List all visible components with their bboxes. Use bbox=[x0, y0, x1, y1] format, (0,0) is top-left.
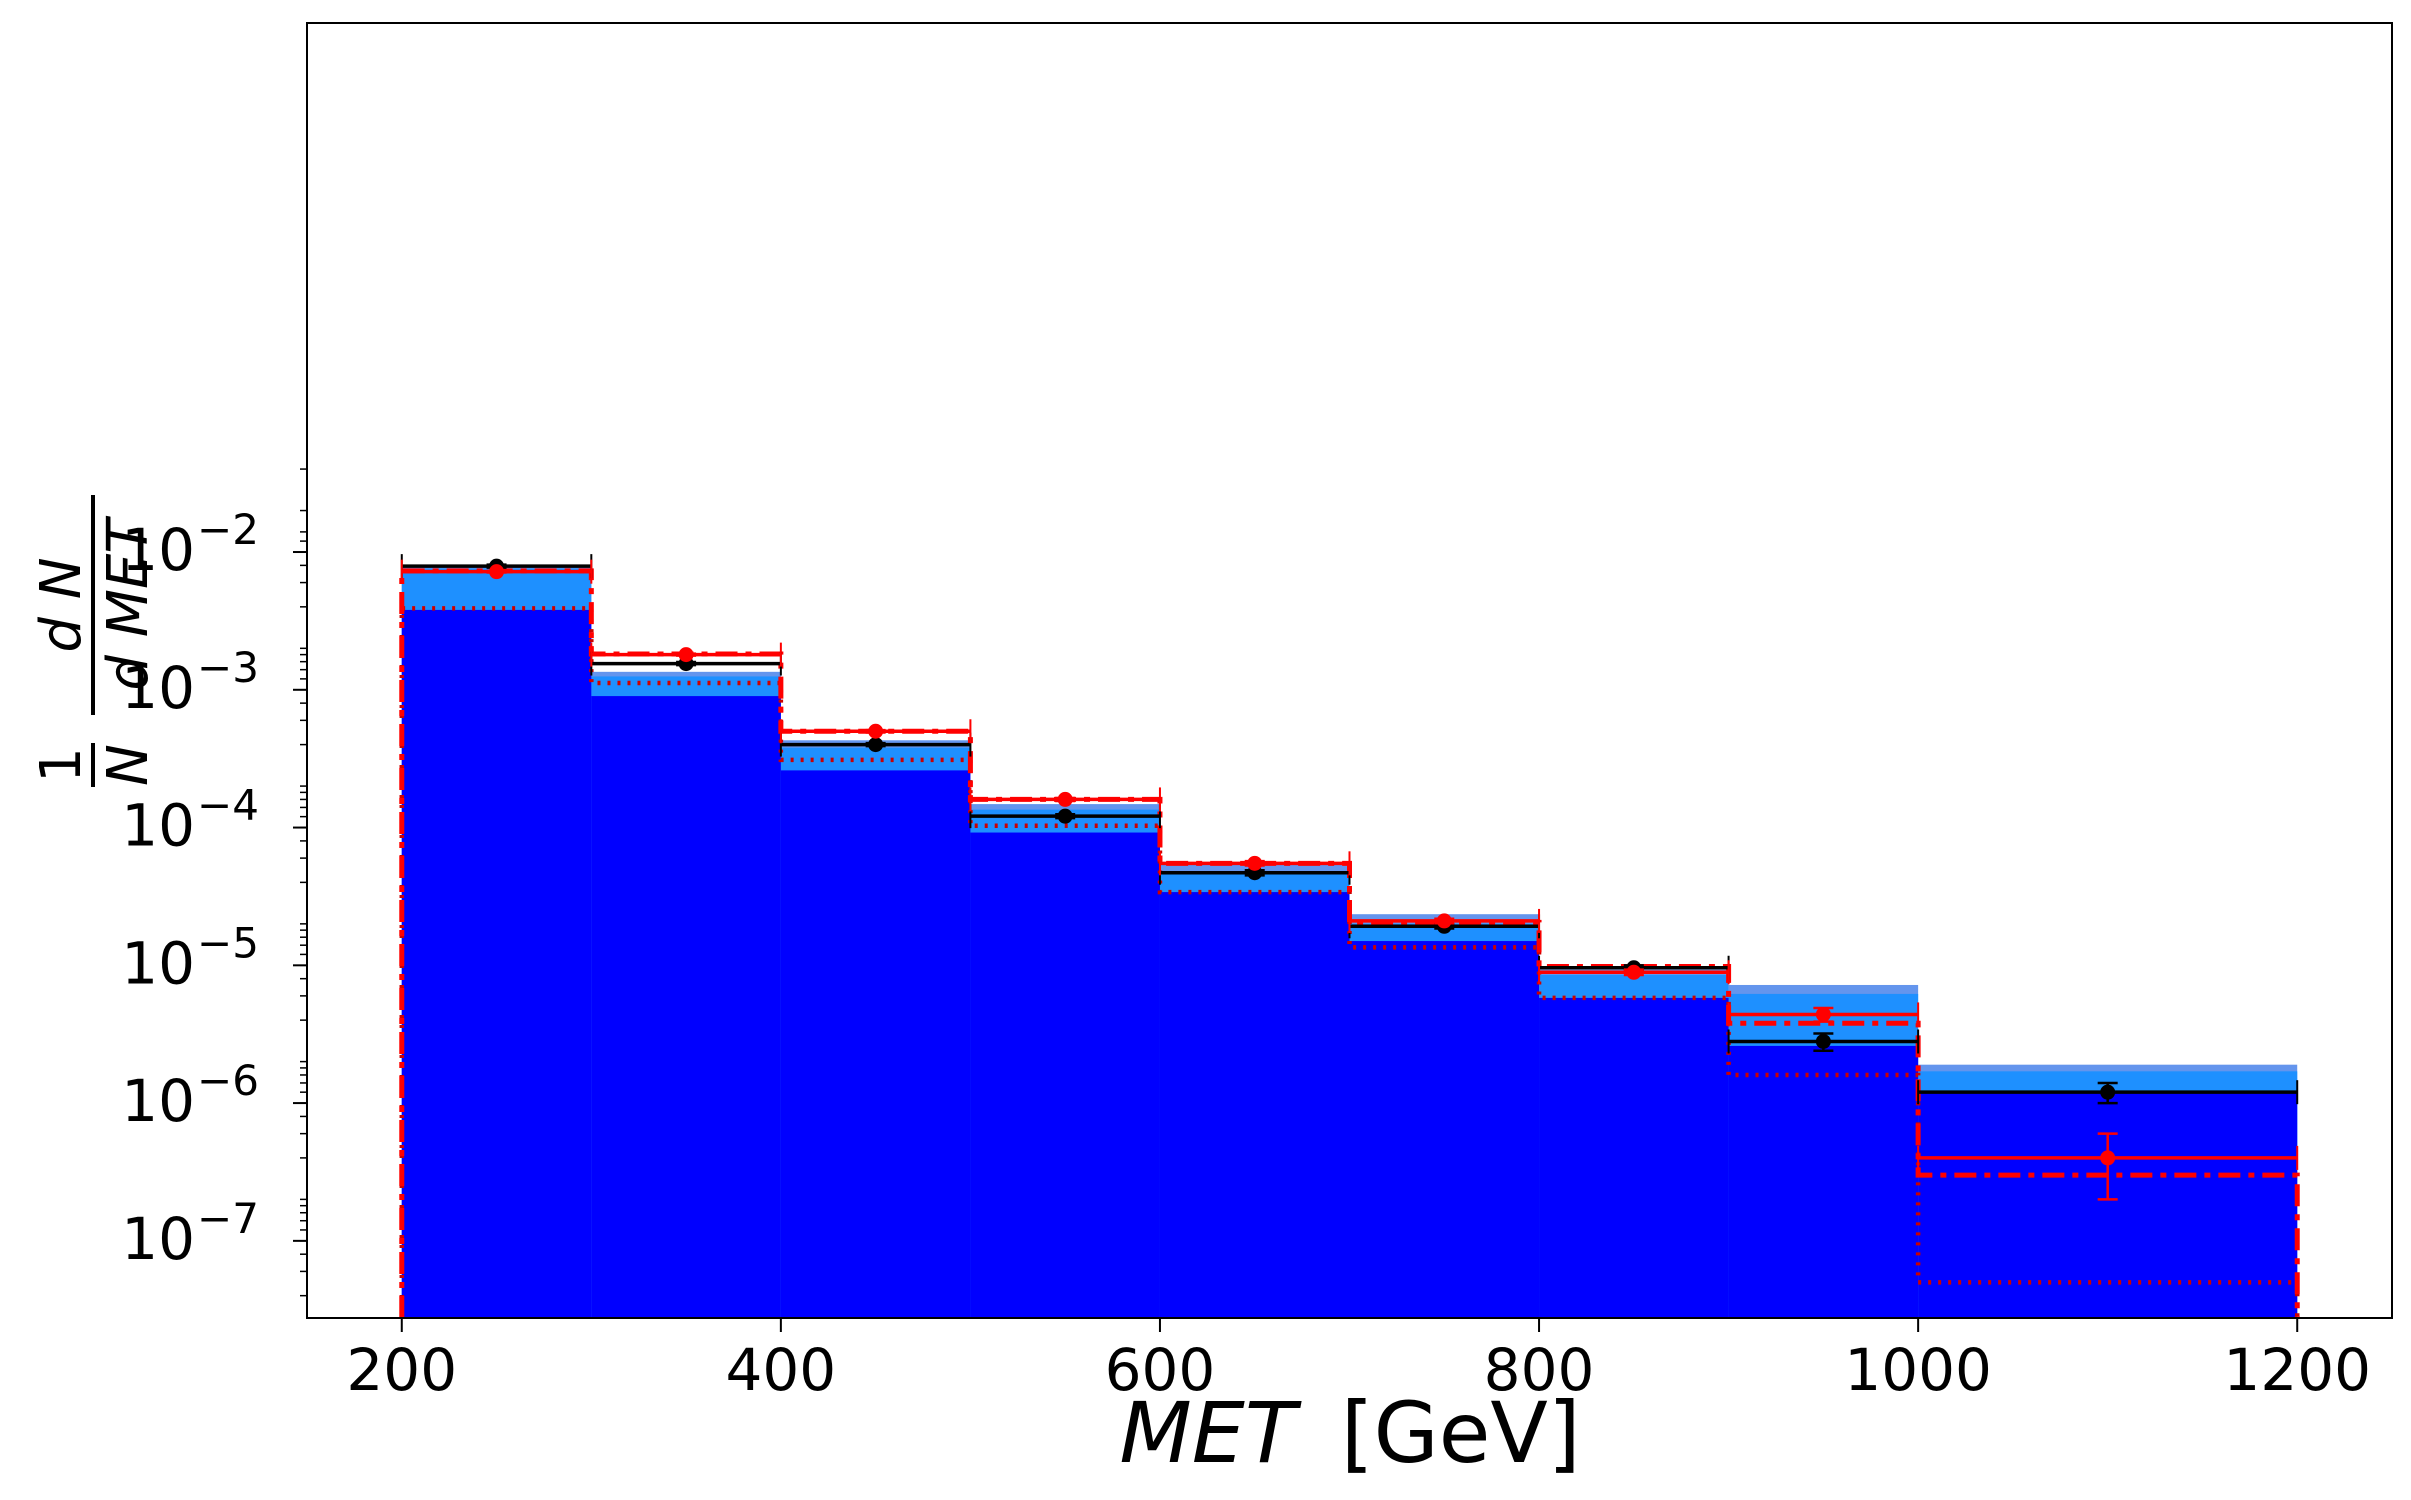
red-point-6 bbox=[1626, 964, 1642, 980]
y-tick-exp--7: −7 bbox=[197, 1194, 259, 1243]
y-label-dN: d N bbox=[29, 557, 94, 652]
y-tick-label--2: 10 bbox=[121, 516, 195, 584]
y-tick-label--3: 10 bbox=[121, 654, 195, 722]
black-point-8 bbox=[2100, 1084, 2116, 1100]
x-tick-label-1200: 1200 bbox=[2223, 1336, 2371, 1404]
black-point-7 bbox=[1815, 1033, 1831, 1049]
x-axis-label-unit: [GeV] bbox=[1341, 1384, 1581, 1482]
x-axis-label: MET [GeV] bbox=[1119, 1384, 1580, 1482]
red-point-1 bbox=[678, 647, 694, 663]
y-label-one: 1 bbox=[29, 747, 94, 783]
plot-area bbox=[399, 554, 2300, 1318]
red-point-3 bbox=[1057, 791, 1073, 807]
x-axis-label-var: MET bbox=[1119, 1384, 1302, 1482]
y-axis-label: 1 N d N d MET bbox=[25, 475, 225, 787]
y-tick-exp--6: −6 bbox=[197, 1056, 259, 1105]
y-label-dMET: d MET bbox=[96, 516, 161, 691]
red-point-4 bbox=[1247, 855, 1263, 871]
red-dotted-step bbox=[399, 606, 2300, 1318]
axis-layer: 200 400 600 800 1000 120010−210−310−410−510−6… bbox=[121, 468, 2371, 1404]
red-point-8 bbox=[2100, 1150, 2116, 1166]
red-point-7 bbox=[1815, 1006, 1831, 1022]
black-point-3 bbox=[1057, 808, 1073, 824]
black-point-2 bbox=[868, 737, 884, 753]
blue-fill-bar-6 bbox=[1539, 997, 1729, 1318]
red-point-2 bbox=[868, 723, 884, 739]
y-tick-label--6: 10 bbox=[121, 1067, 195, 1135]
y-tick-label--7: 10 bbox=[121, 1205, 195, 1273]
blue-fill-bar-2 bbox=[780, 770, 971, 1318]
blue-fill-bar-3 bbox=[970, 832, 1160, 1318]
blue-fill-bar-5 bbox=[1349, 941, 1540, 1318]
x-tick-label-800: 800 bbox=[1484, 1336, 1595, 1404]
x-tick-label-400: 400 bbox=[726, 1336, 837, 1404]
x-tick-label-200: 200 bbox=[346, 1336, 457, 1404]
red-point-5 bbox=[1436, 913, 1452, 929]
blue-fill-bar-8 bbox=[1918, 1092, 2298, 1318]
x-tick-label-600: 600 bbox=[1105, 1336, 1216, 1404]
axes-frame bbox=[306, 22, 2393, 1319]
blue-fill-bar-0 bbox=[401, 609, 592, 1318]
y-tick-exp--2: −2 bbox=[197, 505, 259, 554]
y-tick-exp--3: −3 bbox=[197, 643, 259, 692]
y-tick-label--5: 10 bbox=[121, 929, 195, 997]
red-point-0 bbox=[489, 564, 505, 580]
y-tick-label--4: 10 bbox=[121, 792, 195, 860]
x-tick-label-1000: 1000 bbox=[1844, 1336, 1992, 1404]
y-tick-exp--4: −4 bbox=[197, 781, 259, 830]
y-tick-exp--5: −5 bbox=[197, 918, 259, 967]
blue-fill-bar-4 bbox=[1159, 892, 1350, 1318]
blue-fill-bar-1 bbox=[591, 696, 781, 1318]
blue-fill-bar-7 bbox=[1728, 1045, 1919, 1318]
y-label-N: N bbox=[96, 744, 161, 786]
